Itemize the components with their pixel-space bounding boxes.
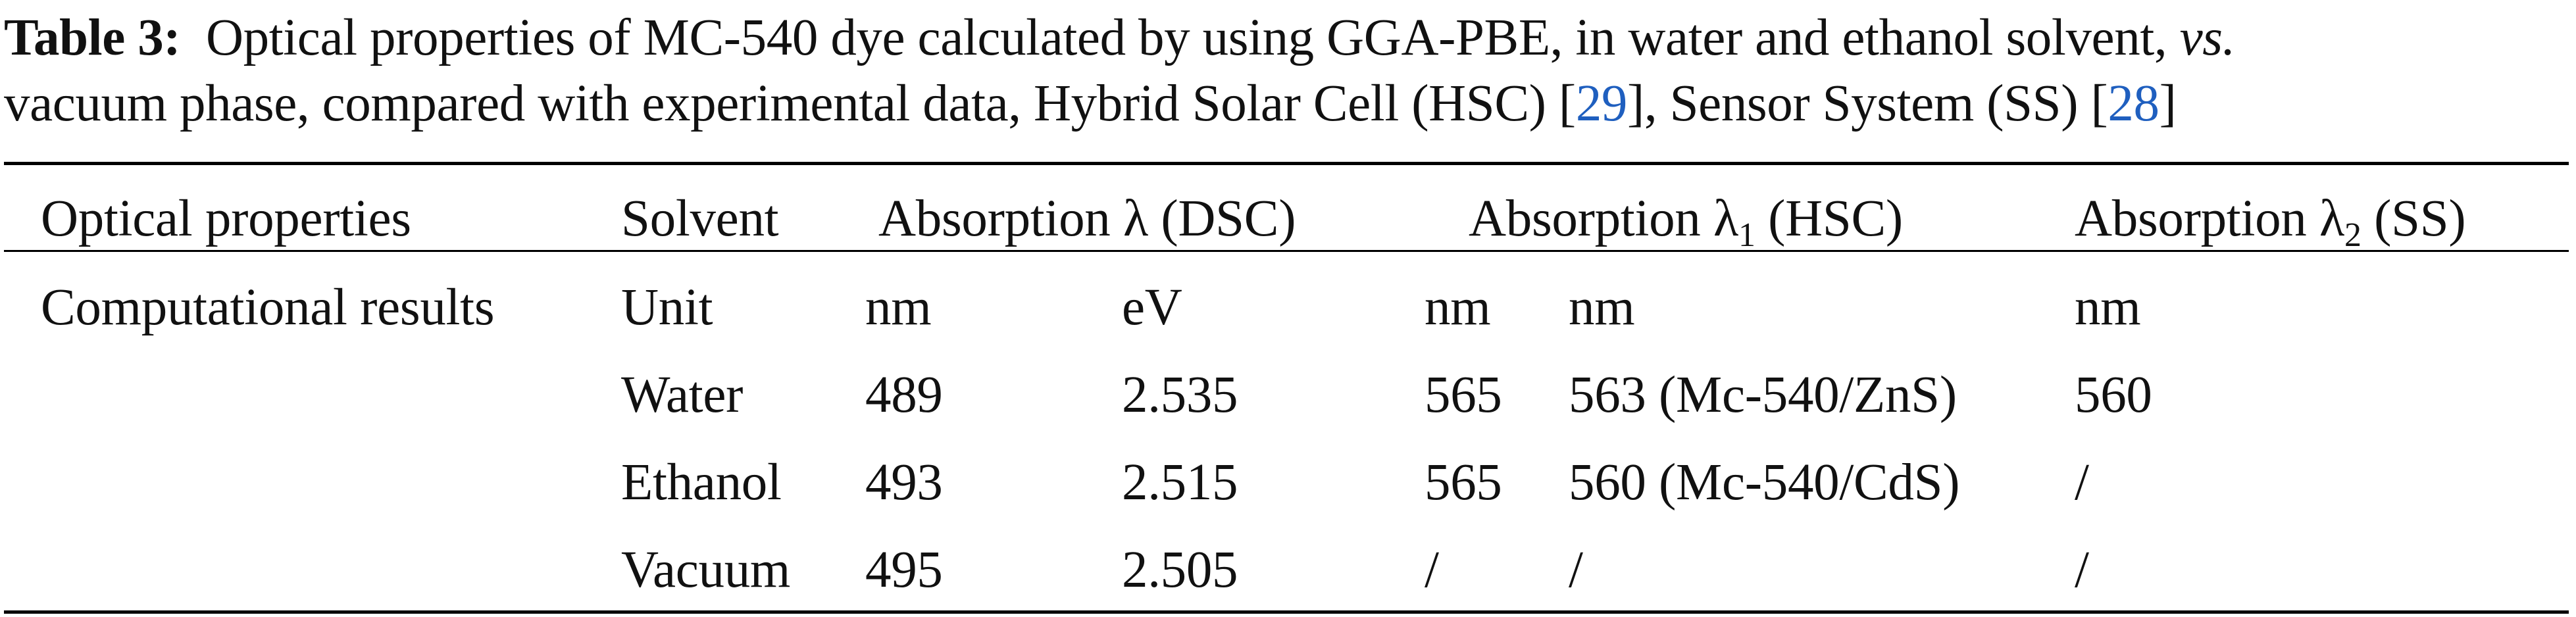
table-cell-hsc-nm: / bbox=[1425, 541, 1439, 599]
table-cell-ss: / bbox=[2075, 541, 2089, 599]
header-absorption-dsc: Absorption λ (DSC) bbox=[878, 190, 1296, 247]
caption-label: Table 3: bbox=[4, 9, 181, 66]
table-cell-dsc-ev: eV bbox=[1122, 279, 1182, 336]
table-caption: Table 3: Optical properties of MC-540 dy… bbox=[4, 5, 2570, 137]
table-cell-solvent: Unit bbox=[621, 279, 713, 336]
table-cell-hsc-ref: / bbox=[1569, 541, 1583, 599]
header-hsc-prefix: Absorption λ bbox=[1469, 190, 1738, 247]
header-ss-prefix: Absorption λ bbox=[2075, 190, 2344, 247]
citation-link-hsc[interactable]: 29 bbox=[1575, 75, 1628, 132]
header-solvent: Solvent bbox=[621, 190, 779, 247]
header-hsc-subscript: 1 bbox=[1738, 216, 1755, 254]
table-bottom-rule bbox=[4, 610, 2569, 614]
table-cell-ss: nm bbox=[2075, 279, 2141, 336]
table-cell-hsc-ref: 563 (Mc-540/ZnS) bbox=[1569, 366, 1957, 424]
table-header-rule bbox=[4, 250, 2569, 252]
table-cell-solvent: Water bbox=[621, 366, 744, 424]
table-cell-ss: / bbox=[2075, 454, 2089, 511]
header-hsc-suffix: (HSC) bbox=[1755, 190, 1903, 247]
table-cell-dsc-ev: 2.535 bbox=[1122, 366, 1238, 424]
caption-text-line2: vacuum phase, compared with experimental… bbox=[4, 75, 1576, 132]
table-cell-dsc-nm: 493 bbox=[865, 454, 943, 511]
table-cell-ss: 560 bbox=[2075, 366, 2152, 424]
caption-text-end: ] bbox=[2159, 75, 2177, 132]
header-ss-subscript: 2 bbox=[2344, 216, 2361, 254]
caption-vs: vs. bbox=[2179, 9, 2236, 66]
table-cell-solvent: Ethanol bbox=[621, 454, 782, 511]
citation-link-ss[interactable]: 28 bbox=[2108, 75, 2159, 132]
header-absorption-ss: Absorption λ2 (SS) bbox=[2075, 186, 2466, 254]
table-cell-hsc-nm: 565 bbox=[1425, 366, 1502, 424]
table-cell-dsc-ev: 2.515 bbox=[1122, 454, 1238, 511]
caption-text-line2b: ], Sensor System (SS) [ bbox=[1627, 75, 2108, 132]
table-cell-hsc-ref: 560 (Mc-540/CdS) bbox=[1569, 454, 1960, 511]
table-cell-solvent: Vacuum bbox=[621, 541, 791, 599]
caption-text: Optical properties of MC-540 dye calcula… bbox=[205, 9, 2180, 66]
table-cell-hsc-nm: nm bbox=[1425, 279, 1491, 336]
header-absorption-hsc: Absorption λ1 (HSC) bbox=[1469, 186, 1903, 254]
table-cell-dsc-nm: 495 bbox=[865, 541, 943, 599]
header-optical-properties: Optical properties bbox=[41, 190, 411, 247]
table-cell-hsc-nm: 565 bbox=[1425, 454, 1502, 511]
table-cell-dsc-nm: nm bbox=[865, 279, 932, 336]
row-group-label: Computational results bbox=[41, 279, 495, 336]
table-top-rule bbox=[4, 162, 2569, 165]
table-cell-hsc-ref: nm bbox=[1569, 279, 1635, 336]
header-ss-suffix: (SS) bbox=[2361, 190, 2466, 247]
table-cell-dsc-nm: 489 bbox=[865, 366, 943, 424]
table-cell-dsc-ev: 2.505 bbox=[1122, 541, 1238, 599]
